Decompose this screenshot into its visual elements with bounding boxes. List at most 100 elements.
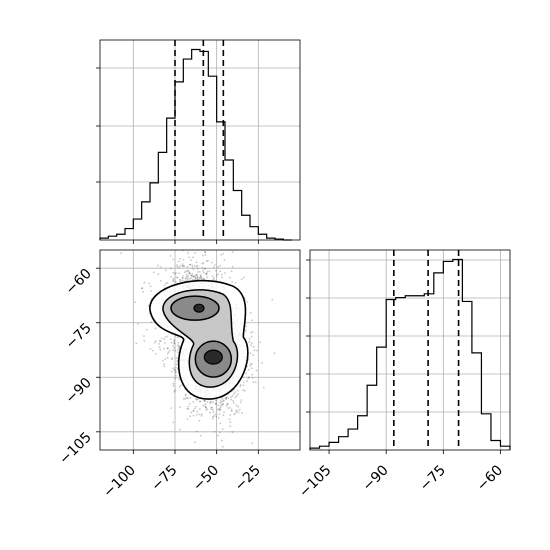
scatter-point [179, 264, 182, 267]
scatter-point [232, 401, 235, 404]
scatter-point [215, 402, 217, 405]
scatter-point [190, 259, 193, 262]
scatter-point [192, 275, 195, 278]
scatter-point [196, 410, 199, 413]
scatter-point [209, 411, 211, 414]
scatter-point [193, 407, 196, 410]
scatter-point [201, 262, 204, 265]
scatter-point [222, 414, 225, 416]
scatter-point [204, 403, 207, 406]
scatter-point [177, 260, 180, 263]
scatter-point [252, 354, 254, 356]
scatter-point [225, 398, 228, 400]
scatter-point [174, 377, 177, 380]
right-hist-xtick-label-3: −60 [474, 462, 506, 494]
scatter-point [217, 404, 220, 407]
scatter-point [172, 345, 174, 347]
scatter-point [210, 408, 213, 410]
scatter-point [164, 358, 167, 361]
scatter-point [233, 392, 236, 395]
scatter-point [166, 352, 169, 355]
scatter-point [194, 441, 197, 443]
scatter-point [171, 358, 173, 361]
scatter-point [205, 406, 208, 409]
scatter-ytick-label-0: −60 [63, 266, 95, 298]
scatter-point [234, 412, 237, 415]
scatter-point [244, 390, 246, 392]
scatter-point [170, 370, 173, 373]
scatter-point [166, 356, 169, 359]
scatter-point [212, 411, 215, 414]
scatter-point [200, 415, 203, 417]
scatter-point [181, 263, 184, 265]
scatter-point [217, 266, 219, 268]
scatter-point [242, 389, 245, 392]
scatter-point [195, 398, 198, 401]
scatter-point [222, 403, 224, 406]
scatter-point [214, 264, 216, 266]
scatter-point [194, 276, 197, 279]
scatter-point [205, 273, 208, 276]
contour-peak-lower [203, 349, 223, 365]
scatter-ytick-label-3: −105 [56, 429, 95, 468]
scatter-point [173, 342, 176, 345]
scatter-point [251, 319, 254, 322]
scatter-point [215, 269, 217, 272]
scatter-point [172, 258, 174, 261]
scatter-point [181, 277, 184, 279]
scatter-point [256, 349, 258, 352]
scatter-point [199, 434, 202, 437]
scatter-point [235, 409, 238, 412]
scatter-point [206, 408, 209, 410]
scatter-point [224, 397, 227, 400]
scatter-point [208, 270, 211, 273]
scatter-point [220, 254, 223, 256]
scatter-point [255, 369, 258, 372]
scatter-point [154, 327, 157, 330]
scatter-point [169, 267, 172, 270]
scatter-point [213, 431, 216, 433]
scatter-point [229, 425, 232, 428]
scatter-point [225, 396, 228, 399]
right-hist-xtick-label-2: −75 [417, 462, 449, 494]
scatter-point [203, 399, 206, 402]
scatter-point [234, 282, 237, 284]
scatter-point [219, 265, 222, 267]
scatter-point [180, 384, 182, 387]
scatter-point [235, 404, 238, 407]
scatter-point [243, 276, 245, 279]
scatter-point [196, 398, 199, 401]
scatter-point [150, 290, 153, 292]
scatter-point [215, 399, 217, 402]
scatter-point [220, 439, 223, 442]
scatter-point [187, 408, 190, 410]
scatter-point [196, 264, 199, 267]
scatter-point [178, 345, 181, 348]
scatter-point [215, 274, 218, 277]
scatter-point [172, 277, 175, 280]
scatter-point [224, 272, 226, 274]
scatter-point [182, 265, 185, 268]
scatter-point [229, 414, 232, 416]
scatter-point [251, 363, 254, 366]
scatter-point [241, 412, 243, 414]
scatter-point [259, 341, 261, 344]
scatter-point [174, 389, 177, 392]
scatter-point [233, 413, 236, 416]
scatter-point [150, 321, 153, 323]
right-hist-frame [309, 249, 511, 451]
scatter-point [222, 252, 224, 255]
scatter-point [192, 268, 195, 271]
right-hist-steps [309, 258, 511, 450]
scatter-point [220, 401, 223, 403]
scatter-point [206, 276, 209, 279]
scatter-point [252, 345, 255, 348]
scatter-point [210, 406, 213, 409]
scatter-point [169, 338, 172, 341]
scatter-point [141, 287, 144, 290]
scatter-point [182, 398, 185, 400]
scatter-point [251, 373, 254, 376]
scatter-point [148, 282, 151, 285]
scatter-point [175, 272, 178, 274]
scatter-point [181, 279, 184, 282]
